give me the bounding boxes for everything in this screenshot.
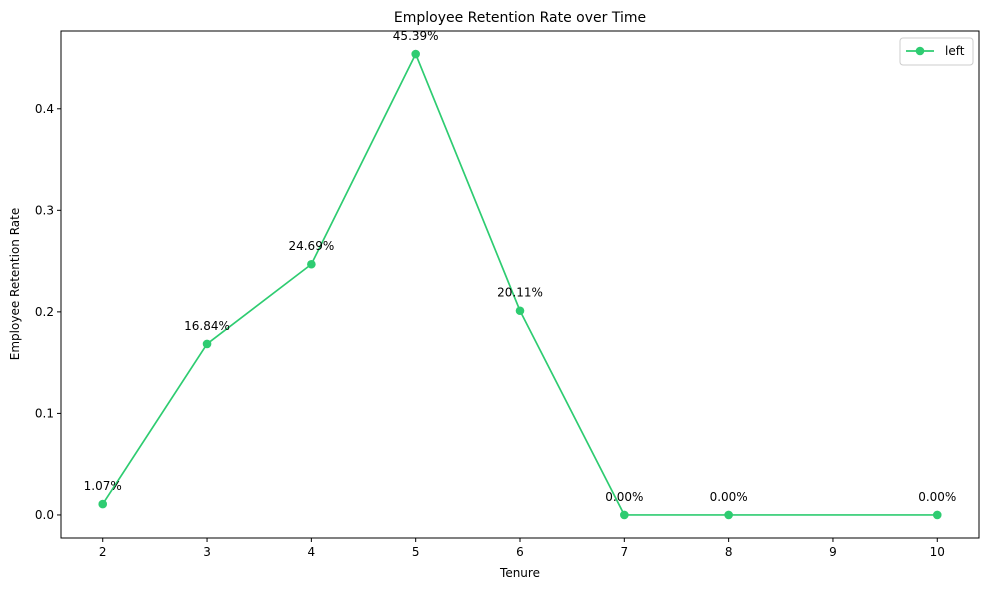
y-axis-ticks: 0.0 0.1 0.2 0.3 0.4 (35, 102, 61, 522)
x-tick-label: 8 (725, 545, 733, 559)
legend: left (899, 37, 974, 66)
plot-frame (60, 30, 980, 539)
data-labels: 1.07% 16.84% 24.69% 45.39% 20.11% 0.00% 0.00% 0… (84, 29, 957, 504)
data-point (411, 49, 420, 59)
data-point (98, 499, 108, 509)
data-label: 0.00% (710, 490, 748, 504)
y-tick-label: 0.1 (35, 406, 54, 420)
x-tick-label: 7 (620, 545, 628, 559)
x-axis-label: Tenure (499, 566, 540, 580)
y-tick-label: 0.3 (35, 203, 54, 217)
series-line-left (102, 53, 938, 516)
data-label: 20.11% (497, 286, 543, 300)
data-point (307, 259, 316, 269)
legend-entry-label: left (945, 44, 965, 58)
x-tick-label: 4 (308, 545, 316, 559)
data-label: 16.84% (184, 319, 230, 333)
data-point (724, 510, 733, 520)
data-label: 24.69% (288, 239, 334, 253)
data-point (202, 339, 212, 349)
x-tick-label: 2 (99, 545, 107, 559)
data-point (932, 510, 942, 520)
x-tick-label: 6 (516, 545, 524, 559)
x-tick-label: 10 (930, 545, 945, 559)
data-point (620, 510, 629, 520)
y-tick-label: 0.0 (35, 508, 54, 522)
series-layer (98, 49, 942, 520)
data-label: 0.00% (605, 490, 643, 504)
x-tick-label: 9 (829, 545, 837, 559)
data-label: 1.07% (84, 479, 122, 493)
data-label: 45.39% (393, 29, 439, 43)
data-point (515, 306, 525, 316)
y-tick-label: 0.4 (35, 102, 54, 116)
x-tick-label: 3 (203, 545, 211, 559)
y-axis-label: Employee Retention Rate (8, 208, 22, 360)
x-tick-label: 5 (412, 545, 420, 559)
x-axis-ticks: 2 3 4 5 6 7 8 9 10 (99, 538, 945, 559)
y-tick-label: 0.2 (35, 305, 54, 319)
chart-title: Employee Retention Rate over Time (394, 10, 646, 26)
data-label: 0.00% (918, 490, 956, 504)
legend-box (899, 37, 974, 66)
legend-marker-swatch (915, 46, 925, 56)
